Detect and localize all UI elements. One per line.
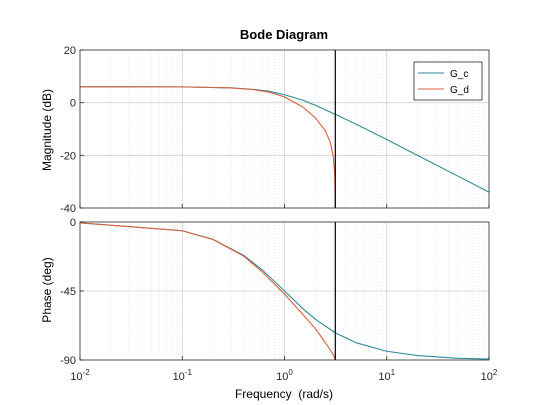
x-tick-label: 10-2: [70, 368, 90, 383]
x-tick-label: 10-1: [173, 368, 193, 383]
chart-title: Bode Diagram: [240, 27, 328, 42]
series-line-g-d: [79, 222, 336, 361]
legend-label-g-d: G_d: [450, 85, 469, 96]
x-tick-label: 100: [276, 368, 293, 383]
y-tick-label: -90: [60, 355, 76, 367]
x-tick-label: 102: [481, 368, 498, 383]
y-tick-label: 0: [70, 217, 76, 229]
x-tick-label: 101: [378, 368, 395, 383]
plot-frame: [79, 221, 490, 361]
magnitude-axis-label: Magnitude (dB): [40, 89, 54, 171]
phase-panel: 0 -45 -90: [60, 217, 490, 367]
y-tick-label: -45: [60, 286, 76, 298]
x-tick-labels: 10-2 10-1 100 101 102: [70, 368, 498, 383]
legend: G_c G_d: [413, 61, 483, 101]
plot-frame: [79, 49, 490, 209]
y-tick-label: -20: [60, 150, 76, 162]
legend-label-g-c: G_c: [450, 69, 468, 80]
y-tick-label: -40: [60, 203, 76, 215]
y-tick-label: 20: [64, 45, 76, 57]
y-tick-label: 0: [70, 98, 76, 110]
phase-axis-label: Phase (deg): [40, 257, 54, 322]
legend-box: [413, 61, 483, 101]
x-axis-label: Frequency (rad/s): [235, 387, 333, 401]
series-line-g-d: [79, 86, 336, 209]
